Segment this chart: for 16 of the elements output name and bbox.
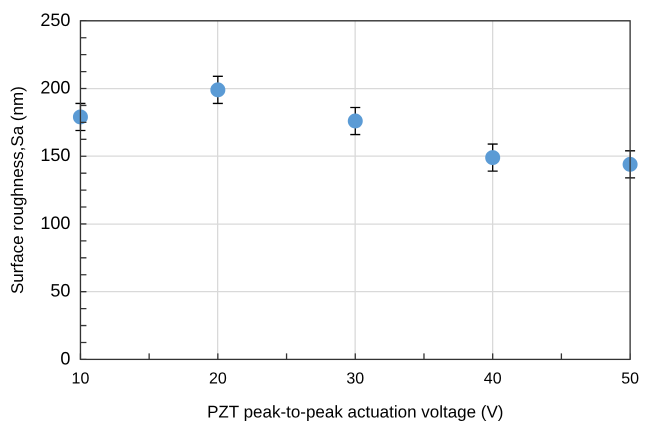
x-tick-label: 10 <box>72 370 90 388</box>
y-tick-label: 250 <box>40 10 70 30</box>
x-tick-label: 30 <box>346 370 364 388</box>
y-tick-label: 0 <box>60 348 70 368</box>
y-tick-label: 100 <box>40 212 70 233</box>
y-tick-label: 50 <box>50 280 70 301</box>
y-tick-label: 150 <box>40 145 70 166</box>
x-tick-label: 50 <box>621 370 640 388</box>
y-axis-title: Surface roughness,Sa (nm) <box>8 86 27 294</box>
x-tick-label: 20 <box>208 370 227 388</box>
y-tick-label: 200 <box>40 77 70 98</box>
point <box>210 82 226 98</box>
point <box>485 150 500 166</box>
x-axis-title: PZT peak-to-peak actuation voltage (V) <box>207 402 504 422</box>
point <box>348 114 363 129</box>
x-tick-label: 40 <box>484 370 502 388</box>
